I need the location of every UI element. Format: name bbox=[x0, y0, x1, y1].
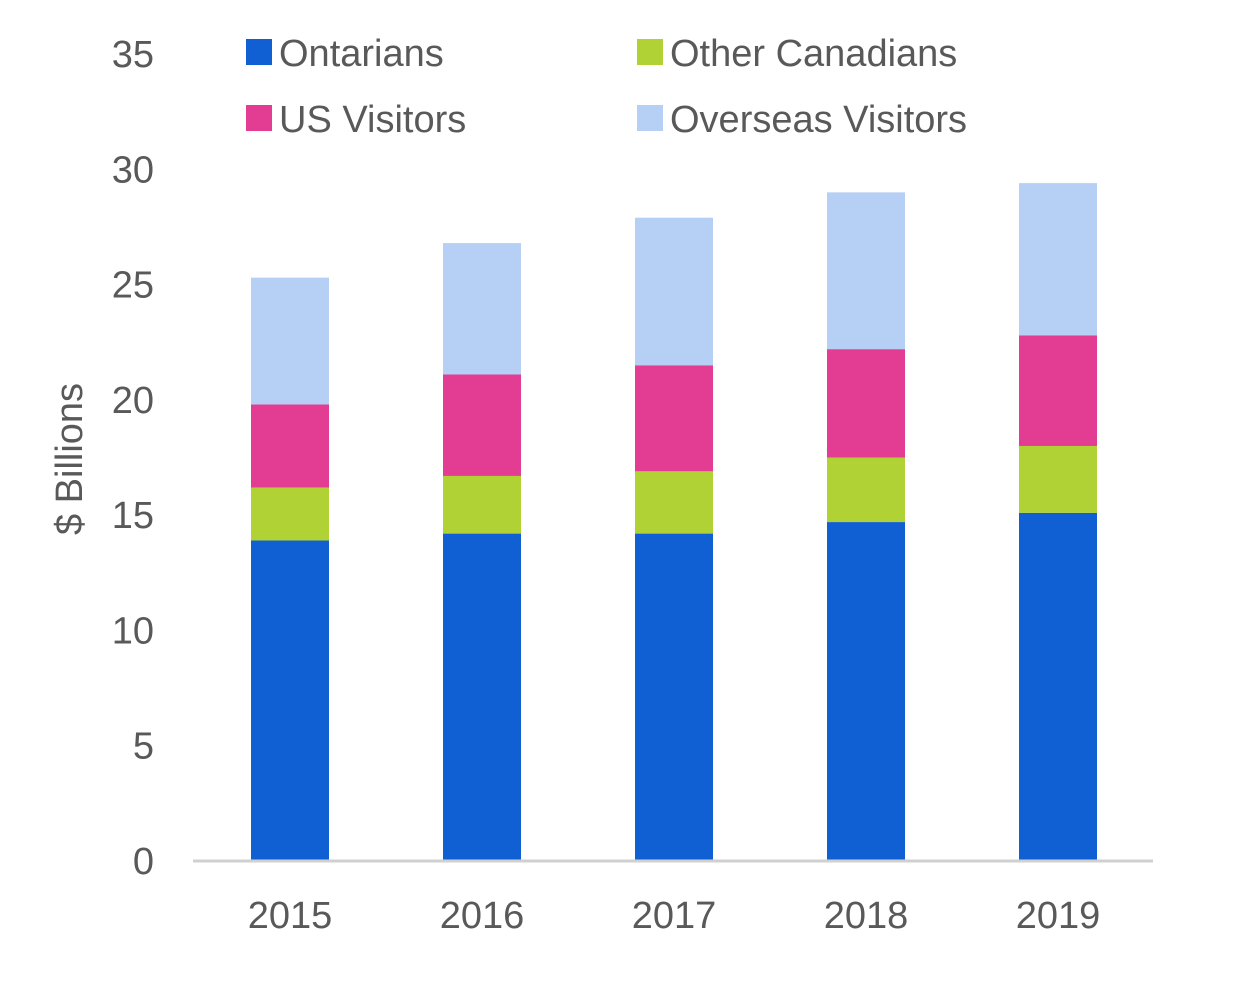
x-tick-label-2017: 2017 bbox=[632, 895, 717, 937]
legend: Ontarians Other Canadians US Visitors Overs… bbox=[246, 33, 967, 141]
bar-segment-2019-us-visitors bbox=[1019, 335, 1097, 446]
bar-segment-2017-overseas-visitors bbox=[635, 217, 713, 366]
y-tick-label-20: 20 bbox=[112, 380, 154, 422]
y-tick-label-10: 10 bbox=[112, 610, 154, 652]
bar-segment-2018-other-canadians bbox=[827, 457, 905, 523]
x-tick-label-2015: 2015 bbox=[248, 895, 333, 937]
bar-segment-2015-overseas-visitors bbox=[251, 277, 329, 405]
x-tick-label-2016: 2016 bbox=[440, 895, 525, 937]
bar-segment-2016-us-visitors bbox=[443, 374, 521, 476]
legend-item-ontarians: Ontarians bbox=[246, 33, 444, 75]
bar-segment-2015-ontarians bbox=[251, 540, 329, 861]
bar-segment-2019-overseas-visitors bbox=[1019, 183, 1097, 336]
legend-label-overseas-visitors: Overseas Visitors bbox=[670, 99, 967, 141]
x-tick-label-2019: 2019 bbox=[1016, 895, 1101, 937]
y-tick-label-30: 30 bbox=[112, 149, 154, 191]
y-tick-label-5: 5 bbox=[133, 726, 154, 768]
y-tick-label-35: 35 bbox=[112, 34, 154, 76]
bar-segment-2019-ontarians bbox=[1019, 512, 1097, 861]
bar-segment-2018-overseas-visitors bbox=[827, 192, 905, 350]
y-tick-label-25: 25 bbox=[112, 265, 154, 307]
x-tick-label-2018: 2018 bbox=[824, 895, 909, 937]
legend-swatch-us-visitors bbox=[246, 105, 272, 131]
legend-swatch-ontarians bbox=[246, 39, 272, 65]
legend-item-other-canadians: Other Canadians bbox=[637, 33, 957, 75]
legend-swatch-other-canadians bbox=[637, 39, 663, 65]
y-axis-title: $ Billions bbox=[49, 383, 91, 535]
x-axis: 2015 2016 2017 2018 2019 bbox=[193, 859, 1153, 937]
bar-segment-2018-ontarians bbox=[827, 522, 905, 861]
y-axis: 0 5 10 15 20 25 30 35 bbox=[112, 34, 154, 883]
bar-stack-2017 bbox=[635, 217, 713, 861]
bar-segment-2017-us-visitors bbox=[635, 365, 713, 472]
bar-stack-2015 bbox=[251, 277, 329, 861]
bar-segment-2017-other-canadians bbox=[635, 471, 713, 534]
bar-stack-2016 bbox=[443, 243, 521, 861]
plot-area bbox=[251, 183, 1097, 861]
bar-segment-2019-other-canadians bbox=[1019, 445, 1097, 513]
legend-label-us-visitors: US Visitors bbox=[279, 99, 466, 141]
bar-segment-2018-us-visitors bbox=[827, 349, 905, 458]
bar-segment-2016-other-canadians bbox=[443, 475, 521, 534]
y-tick-label-0: 0 bbox=[133, 841, 154, 883]
legend-label-other-canadians: Other Canadians bbox=[670, 33, 957, 75]
legend-swatch-overseas-visitors bbox=[637, 105, 663, 131]
bar-segment-2016-overseas-visitors bbox=[443, 243, 521, 375]
legend-label-ontarians: Ontarians bbox=[279, 33, 444, 75]
bar-segment-2016-ontarians bbox=[443, 533, 521, 861]
legend-item-overseas-visitors: Overseas Visitors bbox=[637, 99, 967, 141]
legend-item-us-visitors: US Visitors bbox=[246, 99, 466, 141]
bar-stack-2018 bbox=[827, 192, 905, 861]
bar-segment-2015-other-canadians bbox=[251, 487, 329, 541]
bar-segment-2015-us-visitors bbox=[251, 404, 329, 488]
bar-segment-2017-ontarians bbox=[635, 533, 713, 861]
y-tick-label-15: 15 bbox=[112, 495, 154, 537]
bar-stack-2019 bbox=[1019, 183, 1097, 861]
